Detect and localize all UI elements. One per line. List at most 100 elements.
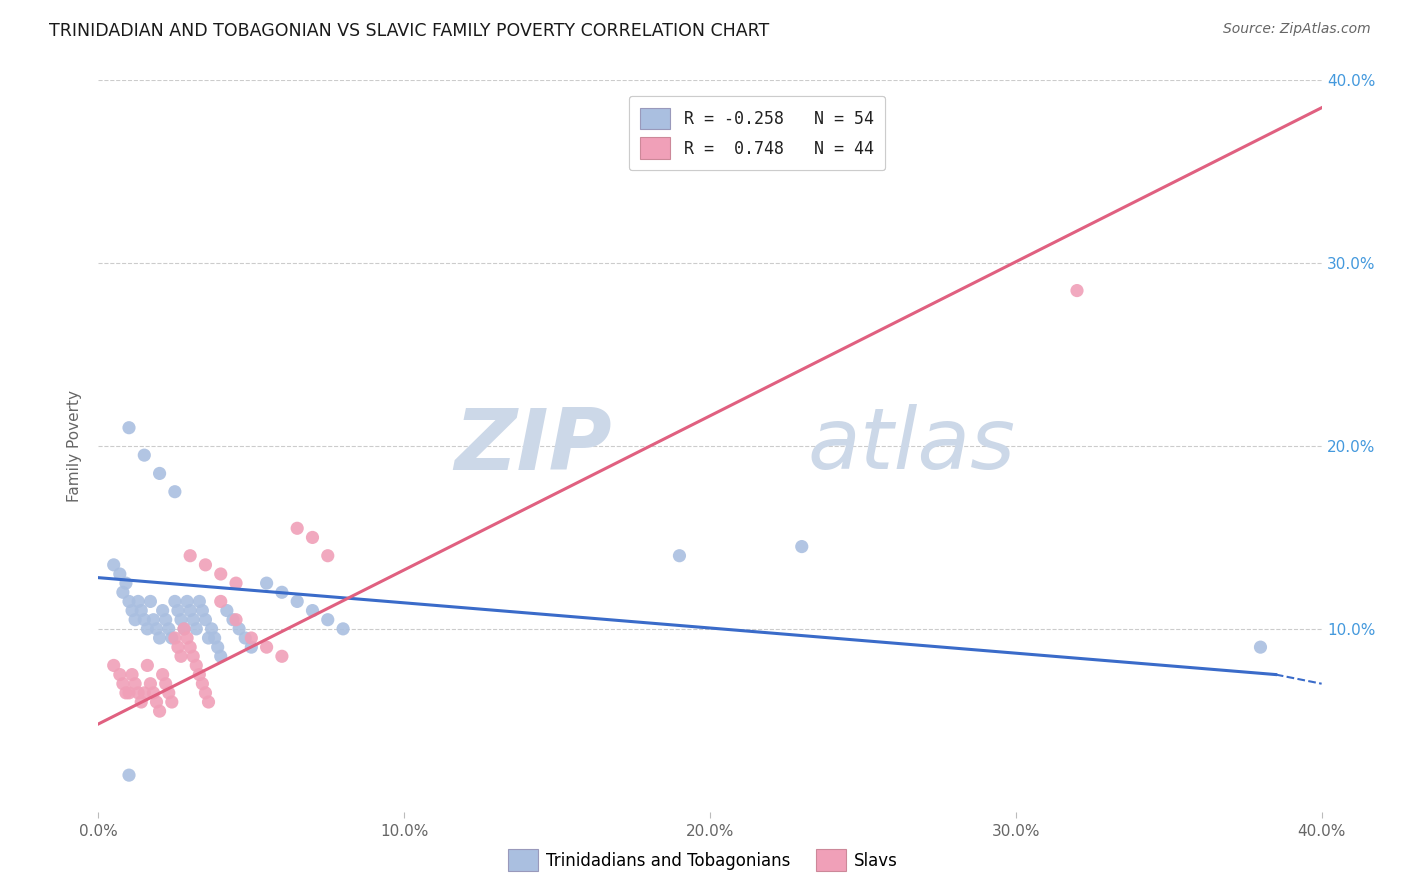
- Point: [139, 676, 162, 690]
- Point: [240, 640, 263, 655]
- Point: [256, 640, 278, 655]
- Point: [127, 686, 149, 700]
- Point: [118, 421, 141, 435]
- Text: ZIP: ZIP: [454, 404, 612, 488]
- Point: [240, 631, 263, 645]
- Point: [270, 649, 292, 664]
- Point: [188, 594, 211, 608]
- Point: [160, 631, 183, 645]
- Point: [188, 667, 211, 681]
- Point: [191, 603, 214, 617]
- Point: [111, 676, 134, 690]
- Point: [225, 576, 247, 591]
- Point: [167, 603, 190, 617]
- Point: [129, 695, 152, 709]
- Point: [134, 448, 156, 462]
- Point: [197, 695, 219, 709]
- Point: [194, 558, 217, 572]
- Point: [256, 576, 278, 591]
- Point: [233, 631, 256, 645]
- Point: [124, 676, 146, 690]
- Point: [115, 686, 138, 700]
- Point: [149, 704, 172, 718]
- Point: [179, 549, 201, 563]
- Point: [285, 594, 308, 608]
- Point: [225, 613, 247, 627]
- Point: [124, 613, 146, 627]
- Y-axis label: Family Poverty: Family Poverty: [67, 390, 83, 502]
- Point: [179, 640, 201, 655]
- Point: [197, 631, 219, 645]
- Point: [149, 467, 172, 481]
- Point: [139, 594, 162, 608]
- Point: [118, 594, 141, 608]
- Point: [194, 686, 217, 700]
- Point: [1066, 284, 1088, 298]
- Point: [270, 585, 292, 599]
- Point: [108, 567, 131, 582]
- Point: [103, 658, 125, 673]
- Point: [134, 613, 156, 627]
- Point: [191, 676, 214, 690]
- Point: [228, 622, 250, 636]
- Point: [176, 594, 198, 608]
- Legend: R = -0.258   N = 54, R =  0.748   N = 44: R = -0.258 N = 54, R = 0.748 N = 44: [628, 96, 886, 170]
- Point: [1249, 640, 1271, 655]
- Point: [170, 649, 193, 664]
- Point: [215, 603, 238, 617]
- Point: [332, 622, 354, 636]
- Point: [200, 622, 222, 636]
- Point: [301, 530, 323, 544]
- Point: [204, 631, 226, 645]
- Point: [145, 622, 167, 636]
- Point: [170, 613, 193, 627]
- Point: [163, 484, 186, 499]
- Point: [155, 676, 177, 690]
- Point: [157, 686, 180, 700]
- Point: [207, 640, 229, 655]
- Point: [149, 631, 172, 645]
- Point: [108, 667, 131, 681]
- Point: [111, 585, 134, 599]
- Point: [181, 613, 204, 627]
- Text: Source: ZipAtlas.com: Source: ZipAtlas.com: [1223, 22, 1371, 37]
- Point: [173, 622, 195, 636]
- Point: [115, 576, 138, 591]
- Point: [129, 603, 152, 617]
- Point: [209, 649, 232, 664]
- Point: [142, 686, 165, 700]
- Point: [157, 622, 180, 636]
- Point: [194, 613, 217, 627]
- Point: [152, 667, 174, 681]
- Point: [186, 622, 208, 636]
- Legend: Trinidadians and Tobagonians, Slavs: Trinidadians and Tobagonians, Slavs: [499, 841, 907, 880]
- Point: [160, 695, 183, 709]
- Point: [118, 686, 141, 700]
- Point: [145, 695, 167, 709]
- Point: [179, 603, 201, 617]
- Point: [103, 558, 125, 572]
- Point: [155, 613, 177, 627]
- Point: [668, 549, 690, 563]
- Point: [209, 594, 232, 608]
- Point: [316, 613, 339, 627]
- Point: [167, 640, 190, 655]
- Point: [173, 622, 195, 636]
- Text: TRINIDADIAN AND TOBAGONIAN VS SLAVIC FAMILY POVERTY CORRELATION CHART: TRINIDADIAN AND TOBAGONIAN VS SLAVIC FAM…: [49, 22, 769, 40]
- Point: [127, 594, 149, 608]
- Point: [142, 613, 165, 627]
- Point: [176, 631, 198, 645]
- Point: [181, 649, 204, 664]
- Point: [152, 603, 174, 617]
- Point: [136, 622, 159, 636]
- Point: [121, 667, 143, 681]
- Point: [790, 540, 813, 554]
- Point: [285, 521, 308, 535]
- Point: [209, 567, 232, 582]
- Point: [121, 603, 143, 617]
- Point: [316, 549, 339, 563]
- Point: [186, 658, 208, 673]
- Point: [222, 613, 245, 627]
- Text: atlas: atlas: [808, 404, 1017, 488]
- Point: [163, 631, 186, 645]
